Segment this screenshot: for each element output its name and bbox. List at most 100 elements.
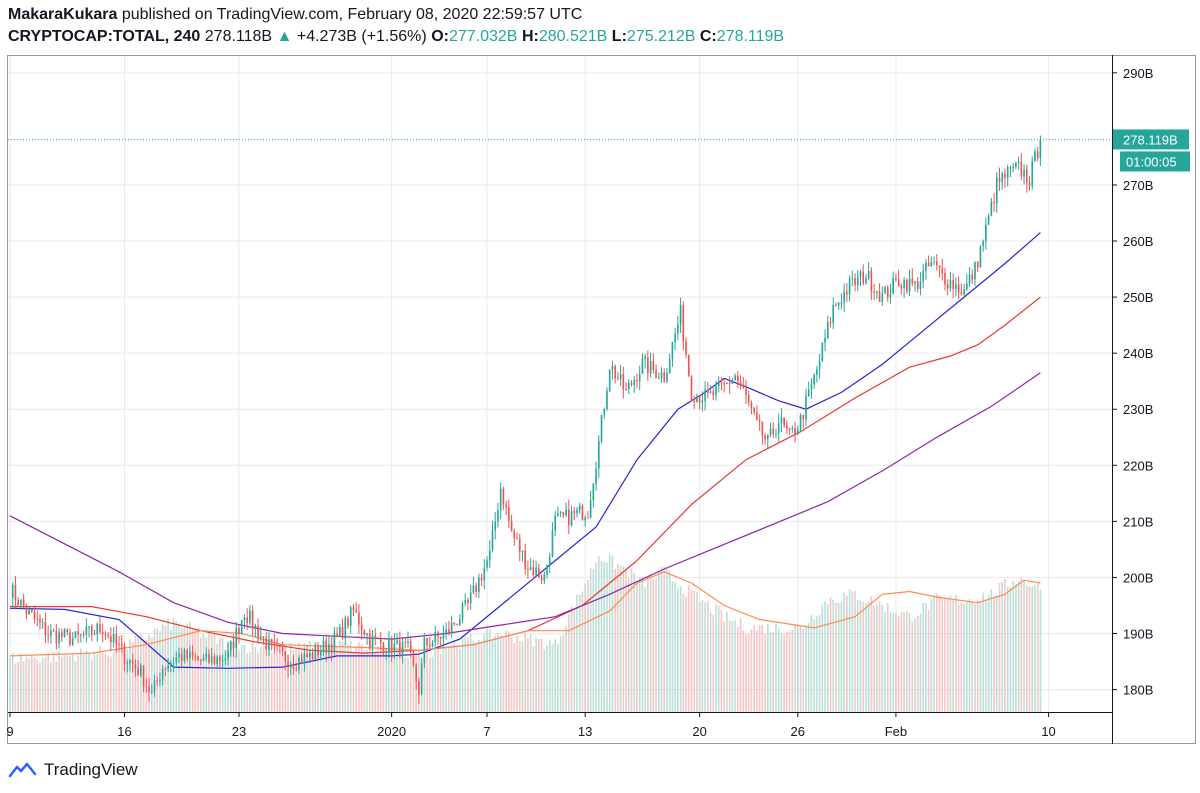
- time-tick-label: 9: [6, 724, 13, 739]
- candle-body: [974, 261, 976, 280]
- time-axis[interactable]: 9 16 23 2020 7 13 20 26 Feb 10: [6, 712, 1056, 739]
- candle-body: [202, 657, 205, 661]
- volume-bar: [279, 648, 281, 712]
- volume-bar: [799, 626, 802, 712]
- time-tick-label: 23: [232, 724, 246, 739]
- volume-bar: [712, 614, 715, 712]
- volume-bar: [957, 604, 960, 712]
- candle-body: [358, 612, 360, 625]
- volume-bar: [259, 646, 262, 712]
- candle-body: [58, 632, 60, 644]
- volume-bar: [965, 601, 968, 712]
- volume-bar: [826, 604, 829, 712]
- candle-body: [249, 610, 251, 623]
- candle-body: [548, 557, 551, 565]
- volume-bar: [938, 595, 941, 712]
- symbol-name[interactable]: CRYPTOCAP:TOTAL, 240: [8, 28, 201, 45]
- candle-body: [1036, 151, 1039, 158]
- volume-bar: [445, 645, 447, 712]
- candle-body: [418, 681, 420, 695]
- volume-bar: [843, 592, 845, 712]
- candle-body: [933, 261, 935, 263]
- volume-bar: [856, 600, 859, 712]
- volume-bar: [567, 614, 570, 712]
- candle-body: [317, 645, 319, 656]
- volume-bar: [382, 648, 385, 712]
- volume-bar: [428, 657, 431, 712]
- countdown-tag: [1120, 151, 1190, 172]
- volume-bar: [565, 626, 567, 712]
- candle-body: [396, 640, 398, 644]
- candle-body: [385, 651, 387, 653]
- candle-body: [622, 374, 625, 390]
- volume-bar: [971, 601, 974, 712]
- candle-body: [488, 550, 491, 561]
- volume-bar: [404, 657, 407, 712]
- candle-body: [450, 622, 453, 633]
- candle-body: [518, 539, 521, 552]
- candle-body: [783, 417, 785, 426]
- volume-bar: [715, 604, 717, 712]
- candle-body: [780, 417, 783, 424]
- candle-body: [731, 380, 734, 384]
- chart-border: [7, 55, 1196, 744]
- candle-body: [1015, 162, 1017, 167]
- volume-bar: [99, 645, 101, 712]
- candle-body: [597, 440, 600, 469]
- volume-bar: [527, 637, 529, 712]
- volume-bar: [243, 645, 246, 712]
- volume-bar: [385, 652, 387, 712]
- candle-body: [428, 645, 431, 647]
- candle-body: [633, 379, 636, 385]
- candle-body: [491, 530, 494, 551]
- candle-body: [309, 652, 311, 658]
- candle-body: [799, 415, 802, 430]
- volume-bar: [772, 632, 775, 712]
- volume-bar: [20, 653, 22, 712]
- candle-body: [22, 599, 25, 607]
- candle-body: [349, 607, 352, 627]
- candle-body: [979, 246, 982, 268]
- candle-body: [786, 425, 788, 429]
- candle-body: [47, 635, 49, 637]
- candle-body: [1025, 169, 1028, 183]
- candle-body: [698, 395, 701, 403]
- candle-body: [587, 517, 589, 519]
- candle-body: [617, 378, 619, 380]
- ma-line-ma-mid: [10, 296, 1041, 654]
- volume-bar: [677, 588, 679, 712]
- volume-bar: [396, 646, 398, 712]
- volume-bar: [352, 651, 355, 712]
- volume-bar: [224, 649, 227, 712]
- volume-bar: [807, 623, 810, 712]
- candle-body: [886, 287, 889, 298]
- volume-bar: [786, 631, 788, 712]
- volume-bar: [927, 609, 930, 712]
- candle-body: [892, 277, 895, 294]
- candle-body: [115, 634, 118, 645]
- price-axis[interactable]: 180B 190B 200B 210B 220B 230B 240B 250B 260B 270B…: [1112, 66, 1153, 698]
- candle-body: [818, 360, 821, 370]
- author-name[interactable]: MakaraKukara: [8, 6, 118, 23]
- candle-body: [164, 668, 167, 670]
- volume-bar: [150, 637, 153, 712]
- candle-body: [480, 577, 483, 581]
- candle-body: [535, 567, 537, 576]
- candle-body: [210, 656, 213, 663]
- time-tick-label: 26: [791, 724, 805, 739]
- volume-bar: [592, 569, 595, 712]
- candle-body: [543, 574, 546, 581]
- candle-body: [1009, 167, 1012, 169]
- volume-bar: [235, 652, 238, 712]
- candle-body: [172, 662, 175, 664]
- brand-name[interactable]: TradingView: [44, 760, 138, 779]
- volume-bar: [268, 648, 270, 712]
- volume-bar: [687, 585, 690, 712]
- candle-body: [1039, 139, 1042, 158]
- candle-body: [807, 389, 810, 397]
- volume-bar: [82, 654, 85, 712]
- price-tick-label: 240B: [1123, 346, 1153, 361]
- volume-bar: [80, 648, 82, 712]
- volume-bar: [783, 634, 785, 712]
